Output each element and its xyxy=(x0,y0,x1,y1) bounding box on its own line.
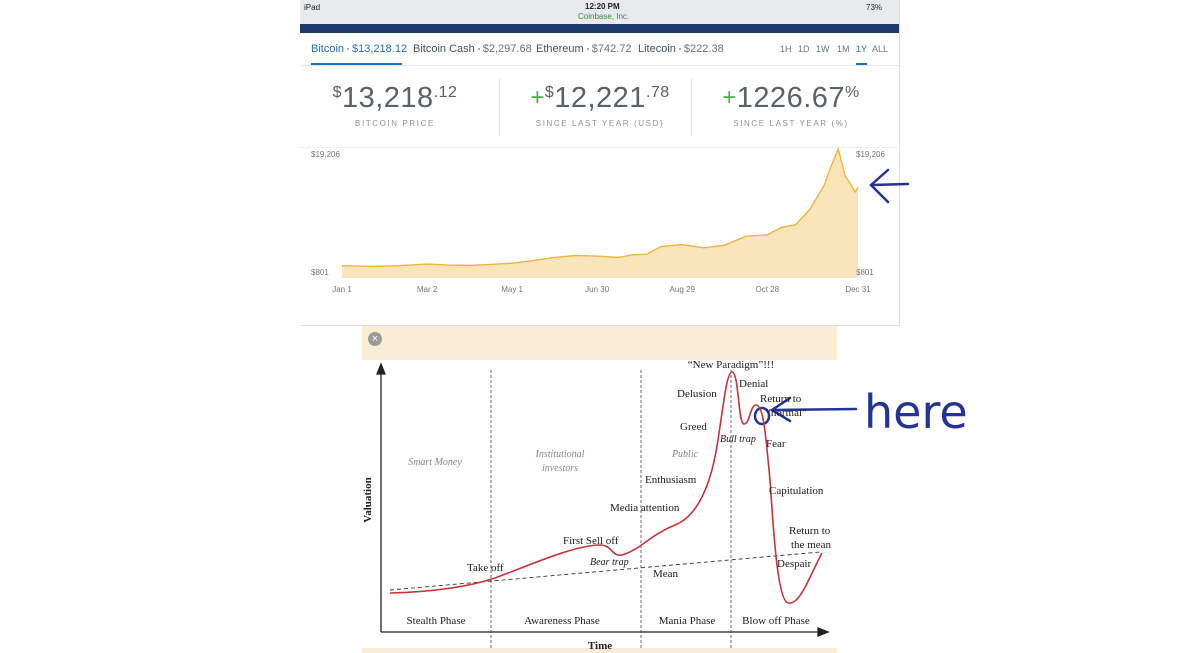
status-bar: iPad 12:20 PM Coinbase, Inc. 73% xyxy=(300,0,899,24)
time: 12:20 PM xyxy=(585,2,620,11)
divider xyxy=(300,65,899,66)
stat-main: 13,218 xyxy=(341,82,434,114)
group-label: Institutional xyxy=(535,449,585,460)
stage-label: the mean xyxy=(791,539,832,551)
stat-sign: + xyxy=(722,84,737,111)
valuation-curve xyxy=(389,371,823,604)
stat-label: BITCOIN PRICE xyxy=(355,119,435,128)
tab-underline xyxy=(311,63,402,65)
divider xyxy=(300,147,899,148)
stage-label: First Sell off xyxy=(563,535,619,547)
stage-label: Delusion xyxy=(677,388,717,400)
phase-label: Stealth Phase xyxy=(407,615,466,627)
x-tick-label: Oct 28 xyxy=(755,285,779,294)
tab-name: Litecoin xyxy=(638,43,676,55)
tab-name: Bitcoin Cash xyxy=(413,43,475,55)
stage-label: “normal” xyxy=(766,407,807,419)
stage-label: Capitulation xyxy=(769,485,824,497)
tab[interactable]: Bitcoin $13,218.12 xyxy=(311,43,407,55)
tab-price: $2,297.68 xyxy=(482,43,532,55)
x-axis-label: Time xyxy=(588,640,612,652)
stat: +1226.67% SINCE LAST YEAR (%) xyxy=(696,82,886,128)
stage-label: “New Paradigm”!!! xyxy=(688,359,774,371)
stage-label: Denial xyxy=(739,378,768,390)
device: iPad xyxy=(304,3,321,12)
tab-price: $742.72 xyxy=(591,43,632,55)
coinbase-app: iPad 12:20 PM Coinbase, Inc. 73% Bitcoin… xyxy=(300,0,900,326)
y-tick-label: $801 xyxy=(856,268,874,277)
price-line xyxy=(341,146,859,268)
stage-label: Enthusiasm xyxy=(645,474,697,486)
stage-label: Bear trap xyxy=(590,557,629,568)
group-label: investors xyxy=(542,463,578,474)
stat-main: 12,221 xyxy=(554,82,646,114)
x-tick-label: Mar 2 xyxy=(417,285,438,294)
x-tick-label: Jan 1 xyxy=(332,285,352,294)
group-label: Public xyxy=(671,449,699,460)
stage-label: Return to xyxy=(789,525,831,537)
x-tick-label: Dec 31 xyxy=(845,285,871,294)
stat-suffix: .12 xyxy=(433,84,458,101)
group-label: Smart Money xyxy=(408,457,462,468)
range-button[interactable]: ALL xyxy=(872,44,889,54)
range-button[interactable]: 1Y xyxy=(856,44,868,54)
tab-name: Ethereum xyxy=(536,43,584,55)
stage-label: Take off xyxy=(467,562,504,574)
phase-label: Mania Phase xyxy=(659,615,716,627)
stat-sign: + xyxy=(530,84,545,111)
stat: +$12,221.78 SINCE LAST YEAR (USD) xyxy=(505,82,695,128)
header-bar xyxy=(300,24,899,33)
stat-label: SINCE LAST YEAR (USD) xyxy=(535,119,665,128)
stat-suffix: % xyxy=(845,84,860,101)
range-button[interactable]: 1W xyxy=(816,44,830,54)
y-tick-label: $19,206 xyxy=(856,150,885,159)
tab-price: $222.38 xyxy=(683,43,724,55)
phase-label: Blow off Phase xyxy=(742,615,810,627)
x-tick-label: Jun 30 xyxy=(585,285,610,294)
stat: $13,218.12 BITCOIN PRICE xyxy=(300,82,490,128)
tab[interactable]: Litecoin $222.38 xyxy=(638,43,724,55)
stat-label: SINCE LAST YEAR (%) xyxy=(733,119,849,128)
stage-label: Mean xyxy=(653,568,679,580)
stage-label: Fear xyxy=(766,438,786,450)
range-underline xyxy=(856,63,867,65)
y-tick-label: $801 xyxy=(311,268,329,277)
y-tick-label: $19,206 xyxy=(311,150,340,159)
stat-prefix: $ xyxy=(544,84,555,101)
tab-price: $13,218.12 xyxy=(352,43,408,55)
battery: 73% xyxy=(866,3,883,12)
stat-prefix: $ xyxy=(332,84,342,101)
mean-line xyxy=(389,551,821,591)
close-button[interactable]: × xyxy=(368,332,382,346)
x-tick-label: May 1 xyxy=(501,285,523,294)
stage-label: Media attention xyxy=(610,502,680,514)
stage-label: Bull trap xyxy=(720,434,756,445)
ad-bar: × xyxy=(362,326,837,360)
tab[interactable]: Ethereum $742.72 xyxy=(536,43,631,55)
stage-label: Return to xyxy=(760,393,802,405)
stage-label: Greed xyxy=(680,421,707,433)
range-button[interactable]: 1H xyxy=(780,44,792,54)
ad-bar-bottom xyxy=(362,648,837,653)
axes xyxy=(376,362,830,637)
divider xyxy=(499,78,500,136)
stage-label: Despair xyxy=(777,558,812,570)
tab-name: Bitcoin xyxy=(311,43,345,55)
stat-suffix: .78 xyxy=(645,84,670,101)
phase-label: Awareness Phase xyxy=(524,615,600,627)
range-button[interactable]: 1D xyxy=(798,44,810,54)
tab[interactable]: Bitcoin Cash $2,297.68 xyxy=(413,43,532,55)
y-axis-label: Valuation xyxy=(362,477,374,522)
price-area xyxy=(342,149,858,278)
phase-dividers xyxy=(490,370,732,650)
x-tick-label: Aug 29 xyxy=(670,285,696,294)
site: Coinbase, Inc. xyxy=(578,12,630,21)
divider xyxy=(691,78,692,136)
range-button[interactable]: 1M xyxy=(837,44,850,54)
stat-main: 1226.67 xyxy=(736,82,846,114)
